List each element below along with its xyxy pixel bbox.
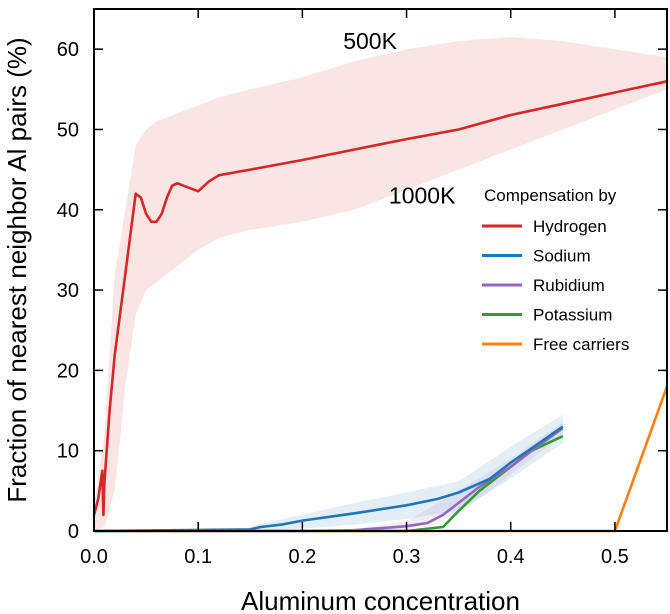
legend-entry: Sodium bbox=[533, 247, 591, 266]
y-tick-label: 0 bbox=[68, 521, 79, 543]
plot-frame bbox=[93, 8, 668, 532]
x-tick-label: 0.5 bbox=[601, 546, 629, 568]
legend-entry: Free carriers bbox=[533, 335, 629, 354]
annotations: 500K 1000K bbox=[343, 28, 456, 208]
x-tick-label: 0.0 bbox=[80, 546, 108, 568]
x-tick-label: 0.2 bbox=[288, 546, 316, 568]
y-tick-label: 20 bbox=[57, 360, 79, 382]
y-tick-label: 50 bbox=[57, 119, 79, 141]
x-tick-label: 0.1 bbox=[184, 546, 212, 568]
x-tick-label: 0.3 bbox=[393, 546, 421, 568]
legend-entry: Potassium bbox=[533, 306, 612, 325]
annotation-label: 1000K bbox=[389, 182, 456, 208]
annotation-label: 500K bbox=[343, 28, 397, 54]
y-tick-label: 10 bbox=[57, 441, 79, 463]
axis-ticks: 0.0 0.1 0.2 0.3 0.4 0.5 0 10 20 30 40 50 60 bbox=[57, 9, 667, 568]
y-tick-label: 60 bbox=[57, 39, 79, 61]
band-sodium bbox=[250, 414, 563, 531]
y-tick-label: 30 bbox=[57, 280, 79, 302]
y-tick-label: 40 bbox=[57, 200, 79, 222]
series-line-sodium bbox=[93, 425, 564, 533]
legend-title: Compensation by bbox=[484, 186, 617, 205]
legend-entry: Hydrogen bbox=[533, 217, 607, 236]
legend: Compensation by Hydrogen Sodium Rubidium Pot… bbox=[482, 186, 629, 354]
x-tick-label: 0.4 bbox=[497, 546, 525, 568]
legend-entry: Rubidium bbox=[533, 276, 605, 295]
x-axis-title: Aluminum concentration bbox=[241, 586, 520, 614]
band-hydrogen bbox=[94, 37, 667, 531]
y-axis-title: Fraction of nearest neighbor Al pairs (%… bbox=[2, 37, 32, 502]
series-line-hydrogen bbox=[92, 80, 668, 517]
